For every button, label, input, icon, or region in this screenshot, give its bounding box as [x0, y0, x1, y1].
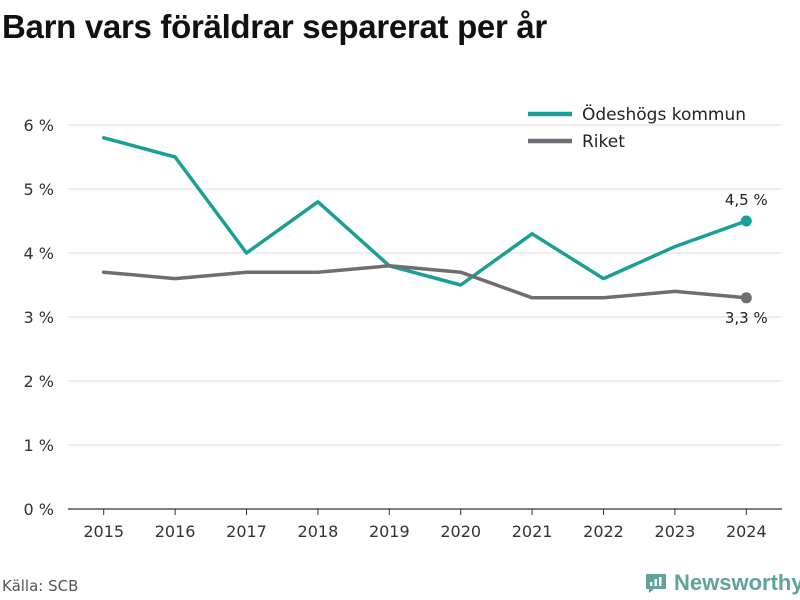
x-tick-label: 2018: [298, 522, 339, 541]
data-point: [387, 264, 391, 268]
data-point: [245, 270, 249, 274]
x-tick-label: 2022: [583, 522, 624, 541]
brand-logo[interactable]: Newsworthy: [644, 570, 800, 596]
data-point: [316, 200, 320, 204]
data-point: [530, 232, 534, 236]
y-tick-label: 0 %: [24, 500, 54, 519]
x-tick-label: 2019: [369, 522, 410, 541]
x-axis: 2015 2016 2017 2018 2019 2020 2021 2022 2023 2024: [68, 508, 782, 541]
data-point: [245, 251, 249, 255]
data-point: [316, 270, 320, 274]
data-point: [673, 245, 677, 249]
data-point: [602, 296, 606, 300]
data-point: [173, 155, 177, 159]
newsworthy-logo-icon: [646, 574, 666, 593]
series-lines: 4,5 % 3,3 %: [101, 136, 768, 327]
data-point: [102, 270, 106, 274]
y-axis-ticks: 0 % 1 % 2 % 3 % 4 % 5 % 6 %: [24, 116, 54, 519]
series-end-marker: [740, 215, 752, 227]
data-point: [102, 136, 106, 140]
chart-title: Barn vars föräldrar separerat per år: [2, 8, 547, 45]
series-line-1: [101, 264, 749, 300]
x-tick-label: 2021: [512, 522, 553, 541]
series-end-marker: [740, 292, 752, 304]
data-point: [530, 296, 534, 300]
y-tick-label: 4 %: [24, 244, 54, 263]
legend-label: Riket: [582, 132, 625, 152]
x-tick-label: 2016: [155, 522, 196, 541]
data-point: [673, 289, 677, 293]
data-point: [459, 283, 463, 287]
y-tick-label: 1 %: [24, 436, 54, 455]
data-point: [173, 277, 177, 281]
legend: Ödeshögs kommun Riket: [528, 103, 746, 152]
legend-label: Ödeshögs kommun: [582, 103, 746, 125]
x-tick-label: 2023: [655, 522, 696, 541]
series-line-0: [101, 136, 749, 287]
y-tick-label: 5 %: [24, 180, 54, 199]
source-note: Källa: SCB: [2, 577, 79, 595]
x-tick-label: 2017: [226, 522, 267, 541]
x-tick-label: 2015: [83, 522, 124, 541]
y-tick-label: 2 %: [24, 372, 54, 391]
data-point: [602, 277, 606, 281]
brand-name: Newsworthy: [674, 570, 800, 595]
y-tick-label: 6 %: [24, 116, 54, 135]
x-tick-label: 2024: [726, 522, 767, 541]
gridlines: [68, 124, 782, 446]
series-end-label: 3,3 %: [725, 309, 768, 327]
data-point: [459, 270, 463, 274]
y-tick-label: 3 %: [24, 308, 54, 327]
series-end-label: 4,5 %: [725, 191, 768, 209]
x-tick-label: 2020: [440, 522, 481, 541]
